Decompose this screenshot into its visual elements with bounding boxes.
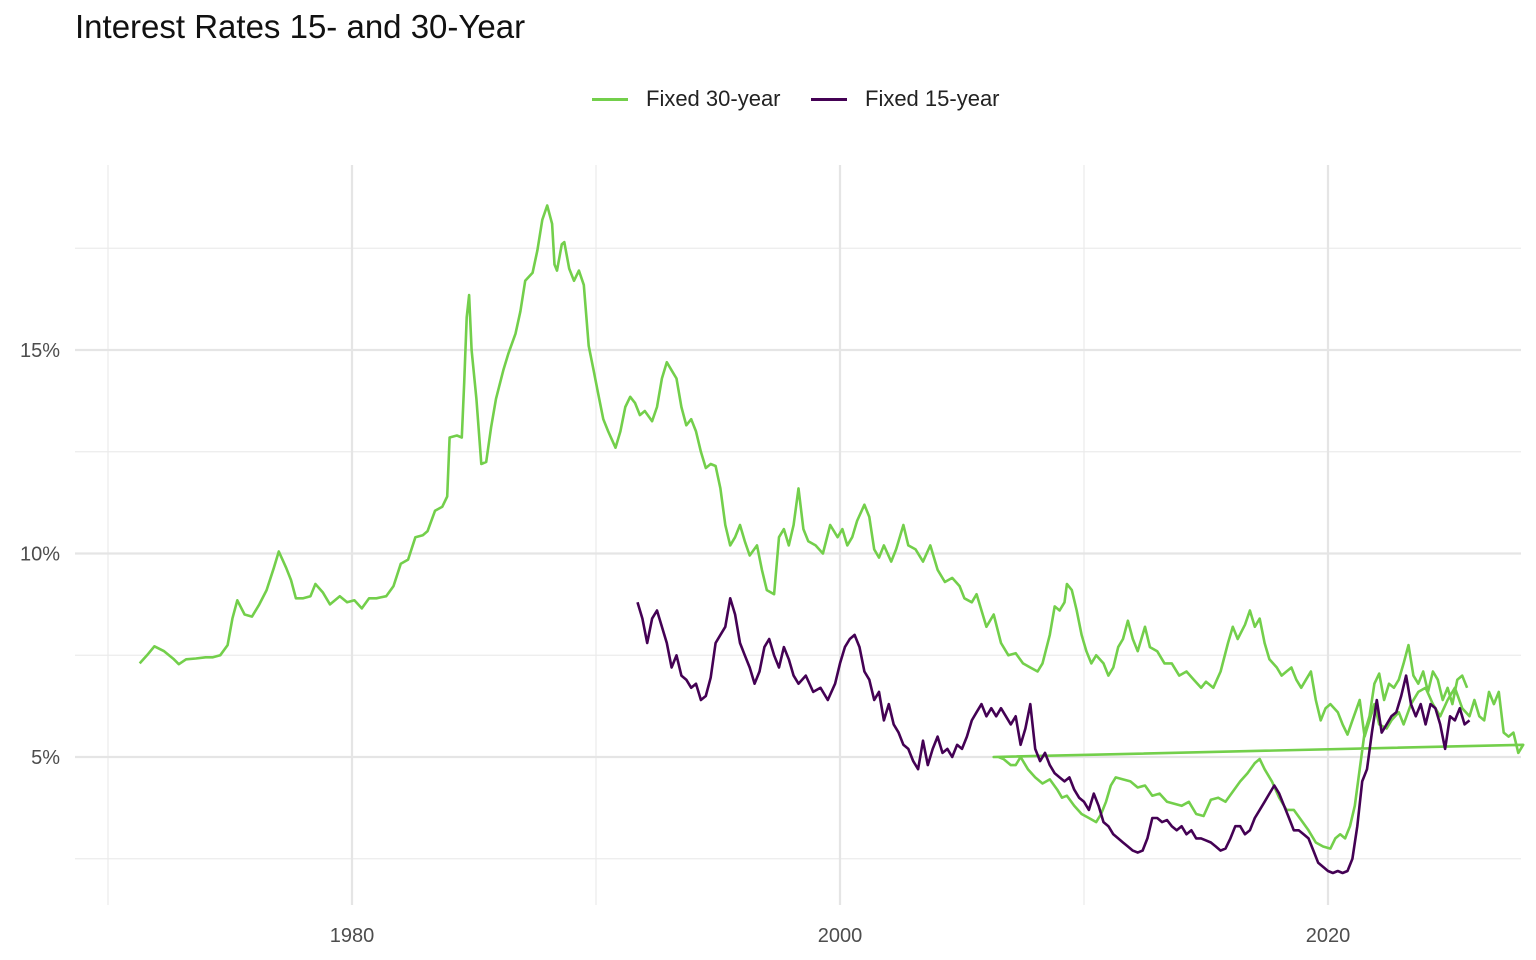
y-tick-label-1: 10% (20, 544, 60, 566)
y-tick-labels: 5% 10% 15% (20, 340, 60, 769)
legend-item-fixed-30-year: Fixed 30-year (592, 84, 781, 114)
legend-swatch-fixed-30-year (592, 97, 628, 101)
legend-label-fixed-30-year: Fixed 30-year (646, 86, 781, 111)
y-tick-label-0: 5% (31, 747, 60, 769)
legend: Fixed 30-year Fixed 15-year (0, 84, 1536, 114)
x-tick-label-0: 1980 (330, 925, 375, 947)
series-layer (138, 204, 1525, 875)
x-tick-labels: 1980 2000 2020 (330, 925, 1351, 947)
chart-title: Interest Rates 15- and 30-Year (75, 8, 526, 45)
grid-major (75, 165, 1521, 905)
legend-item-fixed-15-year: Fixed 15-year (811, 84, 1000, 114)
series-line-fixed-30-year (138, 204, 1525, 850)
grid-minor (75, 165, 1521, 905)
x-tick-label-2: 2020 (1306, 925, 1351, 947)
x-tick-label-1: 2000 (818, 925, 863, 947)
legend-label-fixed-15-year: Fixed 15-year (865, 86, 1000, 111)
series-line-fixed-15-year (636, 597, 1471, 875)
legend-swatch-fixed-15-year (811, 97, 847, 101)
y-tick-label-2: 15% (20, 340, 60, 362)
